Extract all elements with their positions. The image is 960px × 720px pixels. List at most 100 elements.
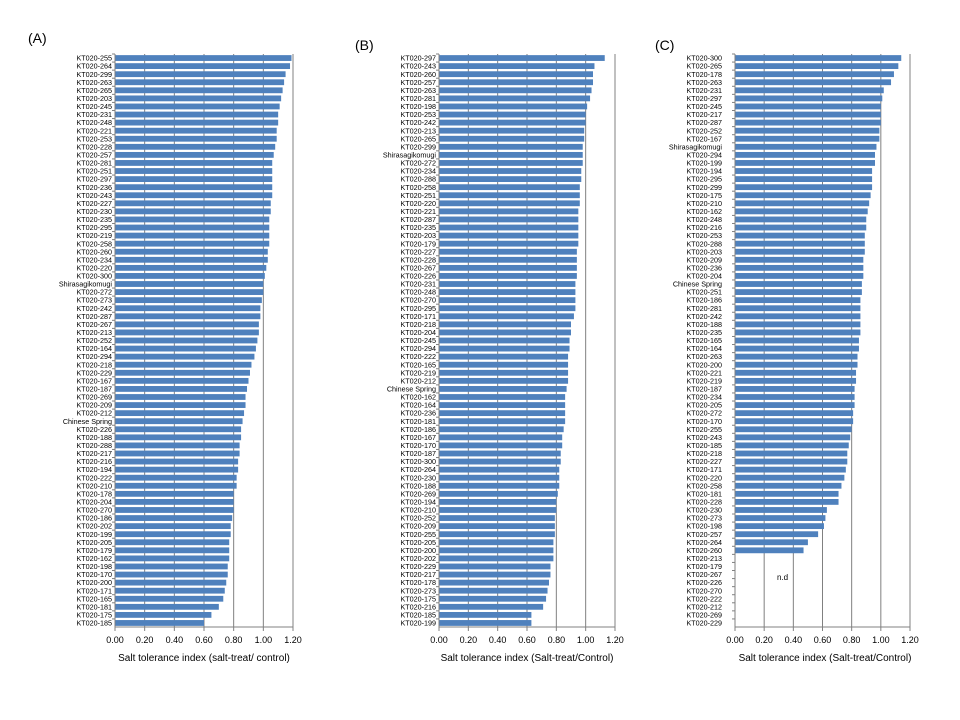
category-label: KT020-272 <box>400 159 436 168</box>
bar <box>115 515 233 521</box>
x-tick-label: 0.40 <box>785 635 803 645</box>
bar <box>735 135 880 142</box>
bar <box>115 442 240 449</box>
bar <box>735 71 894 78</box>
category-label: KT020-267 <box>686 570 722 579</box>
bar <box>439 410 566 417</box>
category-label: KT020-230 <box>76 207 112 216</box>
bar <box>735 168 873 174</box>
bar <box>115 466 239 473</box>
bar <box>439 168 582 174</box>
category-label: KT020-265 <box>76 86 112 95</box>
category-label: KT020-242 <box>686 312 722 321</box>
category-label: KT020-269 <box>686 610 722 619</box>
bar <box>439 474 560 481</box>
bar <box>735 394 855 400</box>
category-label: KT020-251 <box>76 167 112 176</box>
category-label: KT020-194 <box>400 498 436 507</box>
bar <box>115 192 273 199</box>
category-label: KT020-199 <box>76 530 112 539</box>
category-label: KT020-272 <box>76 288 112 297</box>
bar <box>439 434 563 441</box>
bar <box>439 563 551 570</box>
category-label: KT020-264 <box>400 465 436 474</box>
category-label: KT020-171 <box>400 312 436 321</box>
category-label: KT020-295 <box>400 304 436 313</box>
category-label: KT020-186 <box>400 425 436 434</box>
panel-b: (B)KT020-297KT020-243KT020-260KT020-257K… <box>355 37 624 664</box>
category-label: KT020-213 <box>76 328 112 337</box>
bar <box>735 208 868 215</box>
category-label: KT020-235 <box>686 328 722 337</box>
category-label: KT020-162 <box>400 393 436 402</box>
bar <box>115 321 259 328</box>
x-tick-label: 0.00 <box>106 635 124 645</box>
bar <box>115 603 219 610</box>
category-label: KT020-222 <box>76 473 112 482</box>
bar <box>439 555 554 562</box>
bar <box>115 579 227 586</box>
bar <box>115 143 276 150</box>
category-label: KT020-299 <box>76 70 112 79</box>
category-label: KT020-263 <box>76 78 112 87</box>
bar <box>439 232 579 239</box>
bar <box>115 289 264 295</box>
category-label: KT020-243 <box>686 433 722 442</box>
bar <box>439 313 574 320</box>
bar <box>735 377 857 384</box>
bar <box>115 571 228 578</box>
category-label: KT020-213 <box>686 554 722 563</box>
category-label: KT020-228 <box>76 142 112 151</box>
category-label: KT020-185 <box>686 441 722 450</box>
bar <box>439 184 580 191</box>
bar <box>735 386 855 392</box>
category-label: KT020-273 <box>686 514 722 523</box>
bar <box>439 160 583 166</box>
category-label: KT020-273 <box>76 296 112 305</box>
x-tick-label: 1.00 <box>255 635 273 645</box>
bar <box>439 353 569 360</box>
category-label: KT020-222 <box>400 352 436 361</box>
category-label: KT020-217 <box>400 570 436 579</box>
bar <box>735 192 871 199</box>
category-label: KT020-162 <box>686 207 722 216</box>
bar <box>115 168 273 174</box>
bar <box>439 595 547 602</box>
category-label: KT020-210 <box>686 199 722 208</box>
category-label: KT020-299 <box>686 183 722 192</box>
category-label: KT020-226 <box>76 425 112 434</box>
category-label: KT020-248 <box>400 288 436 297</box>
category-label: KT020-236 <box>400 409 436 418</box>
bar <box>439 426 564 433</box>
category-label: KT020-255 <box>76 54 112 63</box>
category-label: KT020-167 <box>76 376 112 385</box>
bar <box>735 79 892 86</box>
category-label: KT020-179 <box>76 546 112 555</box>
category-label: KT020-251 <box>686 288 722 297</box>
x-tick-label: 0.60 <box>195 635 213 645</box>
bar <box>115 119 279 126</box>
category-label: KT020-269 <box>76 393 112 402</box>
bar <box>735 547 804 554</box>
bar <box>735 256 864 263</box>
bar <box>439 539 554 546</box>
category-label: KT020-202 <box>76 522 112 531</box>
category-label: KT020-245 <box>686 102 722 111</box>
bar <box>735 450 848 457</box>
category-label: KT020-226 <box>686 578 722 587</box>
x-tick-label: 1.00 <box>577 635 595 645</box>
category-label: KT020-216 <box>76 457 112 466</box>
category-label: KT020-265 <box>400 134 436 143</box>
bar <box>115 248 268 255</box>
bar <box>439 603 544 610</box>
category-label: KT020-203 <box>76 94 112 103</box>
category-label: KT020-212 <box>686 602 722 611</box>
bar <box>735 402 855 408</box>
category-label: KT020-198 <box>686 522 722 531</box>
bar <box>735 539 808 546</box>
category-label: KT020-178 <box>400 578 436 587</box>
category-label: Shirasagikomugi <box>59 280 113 289</box>
bar <box>115 337 258 344</box>
bar <box>735 418 854 425</box>
bar <box>115 55 292 61</box>
